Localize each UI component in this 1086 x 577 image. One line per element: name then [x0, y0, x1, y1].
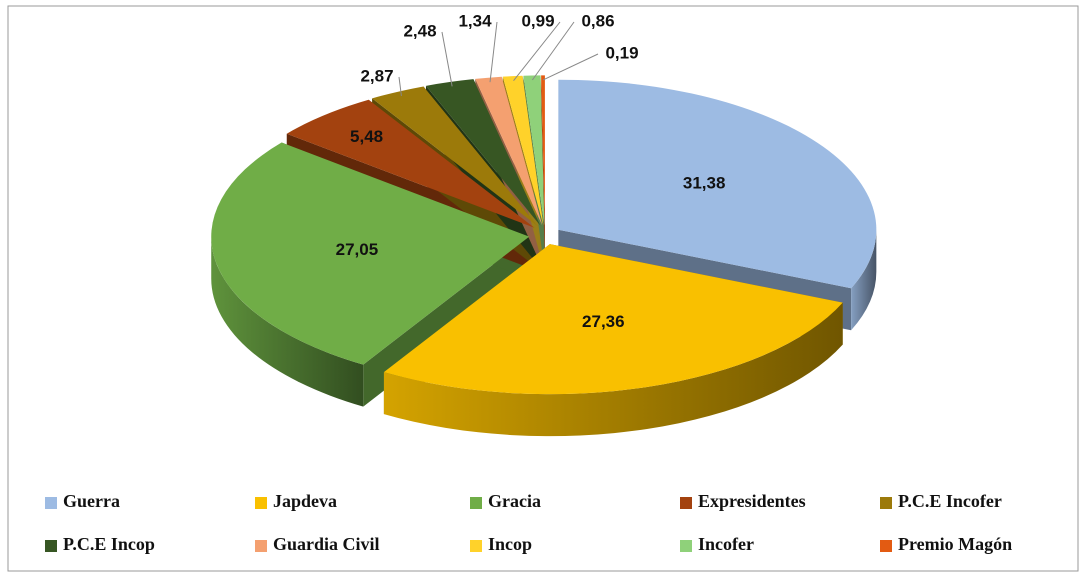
slice	[383, 244, 843, 395]
value-label: 0,99	[521, 11, 554, 30]
leader-line	[398, 76, 402, 96]
legend-label: Gracia	[488, 491, 541, 511]
value-label: 1,34	[458, 11, 492, 30]
leader-line	[531, 21, 575, 81]
slice	[425, 79, 541, 226]
slice	[475, 76, 543, 226]
slice	[372, 86, 538, 227]
value-label: 2,87	[360, 66, 393, 85]
value-label: 27,36	[582, 312, 625, 331]
slice-wall	[851, 229, 877, 331]
legend-swatch	[45, 540, 57, 552]
legend-label: Incofer	[698, 534, 754, 554]
legend-label: Incop	[488, 534, 532, 554]
slice-wall	[383, 302, 843, 437]
value-label: 27,05	[336, 240, 379, 259]
legend-swatch	[255, 540, 267, 552]
legend-swatch	[680, 497, 692, 509]
legend-label: P.C.E Incop	[63, 534, 155, 554]
legend-swatch	[680, 540, 692, 552]
legend-swatch	[470, 540, 482, 552]
legend-label: Guerra	[63, 491, 120, 511]
value-label: 0,19	[605, 43, 638, 62]
legend-swatch	[255, 497, 267, 509]
slice-wall	[211, 236, 364, 407]
slice	[286, 99, 535, 228]
legend-swatch	[880, 540, 892, 552]
leader-line	[489, 21, 498, 83]
legend-swatch	[45, 497, 57, 509]
legend-swatch	[470, 497, 482, 509]
slice	[502, 75, 544, 226]
legend-label: Japdeva	[273, 491, 337, 511]
leader-line	[513, 21, 561, 81]
value-label: 2,48	[403, 21, 436, 40]
slice	[523, 75, 545, 226]
slice	[541, 75, 545, 226]
slice-walls	[211, 229, 877, 437]
slice-tops	[211, 75, 877, 395]
slice	[211, 142, 530, 365]
value-label: 31,38	[683, 174, 726, 193]
value-label: 5,48	[350, 127, 383, 146]
legend-label: Guardia Civil	[273, 534, 380, 554]
legend-label: Expresidentes	[698, 491, 806, 511]
legend-swatch	[880, 497, 892, 509]
leader-line	[441, 31, 453, 87]
legend-label: Premio Magón	[898, 534, 1012, 554]
legend-label: P.C.E Incofer	[898, 491, 1002, 511]
slice	[558, 79, 877, 289]
value-label: 0,86	[581, 11, 614, 30]
leader-line	[542, 53, 599, 81]
